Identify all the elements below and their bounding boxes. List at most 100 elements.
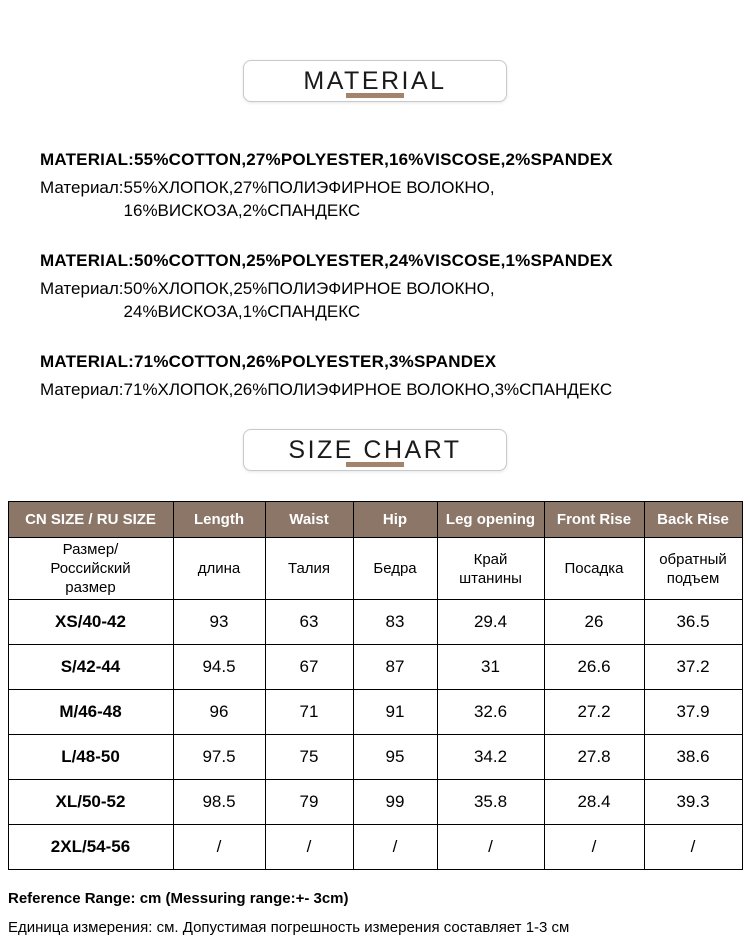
material-value-ru: 55%ХЛОПОК,27%ПОЛИЭФИРНОЕ ВОЛОКНО, 16%ВИС… (124, 176, 495, 222)
material-value-ru-line2: 24%ВИСКОЗА,1%СПАНДЕКС (123, 302, 361, 321)
header-text: Край штанины (459, 550, 522, 587)
header-text: Размер/Российский размер (50, 541, 131, 596)
header-cell-leg-opening: Leg opening (436, 501, 545, 538)
table-row-s: S/42-44 94.5 67 87 31 26.6 37.2 (7, 644, 743, 690)
reference-notes: Reference Range: cm (Messuring range:+- … (8, 890, 750, 936)
material-value-en: 55%COTTON,27%POLYESTER,16%VISCOSE,2%SPAN… (134, 150, 613, 169)
header-cell-size-ru: Размер/Российский размер (7, 537, 174, 600)
value-cell: 87 (352, 644, 438, 690)
value-cell: 98.5 (172, 779, 266, 825)
material-value-en: 50%COTTON,25%POLYESTER,24%VISCOSE,1%SPAN… (134, 251, 613, 270)
material-item-3: MATERIAL: 71%COTTON,26%POLYESTER,3%SPAND… (40, 350, 750, 401)
header-cell-waist-ru: Талия (264, 537, 354, 600)
header-row-en: CN SIZE / RU SIZE Length Waist Hip Leg o… (7, 501, 743, 538)
header-cell-hip: Hip (352, 501, 438, 538)
value-cell: 95 (352, 734, 438, 780)
size-chart-table: CN SIZE / RU SIZE Length Waist Hip Leg o… (7, 501, 743, 870)
value-cell: 96 (172, 689, 266, 735)
size-chart-title-box: SIZE CHART (243, 429, 507, 471)
table-row-m: M/46-48 96 71 91 32.6 27.2 37.9 (7, 689, 743, 735)
material-line-en: MATERIAL: 71%COTTON,26%POLYESTER,3%SPAND… (40, 350, 750, 373)
material-line-en: MATERIAL: 50%COTTON,25%POLYESTER,24%VISC… (40, 249, 750, 272)
material-value-en: 71%COTTON,26%POLYESTER,3%SPANDEX (134, 352, 497, 371)
material-label-ru: Материал: (40, 279, 124, 298)
size-cell: L/48-50 (7, 734, 174, 780)
material-value-ru-line2: 16%ВИСКОЗА,2%СПАНДЕКС (123, 201, 361, 220)
value-cell: 36.5 (643, 599, 743, 645)
size-chart-section: SIZE CHART CN SIZE / RU SIZE Length Wais… (0, 429, 750, 870)
value-cell: 27.2 (543, 689, 645, 735)
value-cell: 99 (352, 779, 438, 825)
header-cell-front-rise-ru: Посадка (543, 537, 645, 600)
value-cell: 39.3 (643, 779, 743, 825)
reference-note-en: Reference Range: cm (Messuring range:+- … (8, 890, 349, 907)
size-cell: XS/40-42 (7, 599, 174, 645)
material-section: MATERIAL MATERIAL: 55%COTTON,27%POLYESTE… (0, 60, 750, 401)
size-cell: M/46-48 (7, 689, 174, 735)
material-title-accent-bar (346, 93, 404, 98)
value-cell: 27.8 (543, 734, 645, 780)
value-cell: 34.2 (436, 734, 545, 780)
header-cell-waist: Waist (264, 501, 354, 538)
value-cell: 71 (264, 689, 354, 735)
value-cell: 26 (543, 599, 645, 645)
value-cell: 63 (264, 599, 354, 645)
header-cell-back-rise-ru: обратный подъем (643, 537, 743, 600)
size-cell: 2XL/54-56 (7, 824, 174, 870)
material-label-en: MATERIAL: (40, 150, 135, 169)
header-text: обратный подъем (659, 550, 727, 587)
value-cell: / (352, 824, 438, 870)
value-cell: 79 (264, 779, 354, 825)
value-cell: 31 (436, 644, 545, 690)
material-list: MATERIAL: 55%COTTON,27%POLYESTER,16%VISC… (40, 148, 750, 401)
material-value-ru: 50%ХЛОПОК,25%ПОЛИЭФИРНОЕ ВОЛОКНО, 24%ВИС… (124, 277, 495, 323)
material-title-box: MATERIAL (243, 60, 507, 102)
value-cell: 29.4 (436, 599, 545, 645)
size-chart-title-accent-bar (346, 462, 404, 467)
value-cell: / (643, 824, 743, 870)
table-row-xs: XS/40-42 93 63 83 29.4 26 36.5 (7, 599, 743, 645)
header-cell-back-rise: Back Rise (643, 501, 743, 538)
value-cell: 32.6 (436, 689, 545, 735)
material-label-ru: Материал: (40, 380, 124, 399)
material-value-ru: 71%ХЛОПОК,26%ПОЛИЭФИРНОЕ ВОЛОКНО,3%СПАНД… (123, 380, 613, 399)
material-label-en: MATERIAL: (40, 251, 135, 270)
header-cell-hip-ru: Бедра (352, 537, 438, 600)
header-cell-leg-opening-ru: Край штанины (436, 537, 545, 600)
value-cell: 75 (264, 734, 354, 780)
table-row-l: L/48-50 97.5 75 95 34.2 27.8 38.6 (7, 734, 743, 780)
size-cell: XL/50-52 (7, 779, 174, 825)
value-cell: 35.8 (436, 779, 545, 825)
material-line-ru: Материал: 55%ХЛОПОК,27%ПОЛИЭФИРНОЕ ВОЛОК… (40, 176, 750, 222)
value-cell: 26.6 (543, 644, 645, 690)
material-label-en: MATERIAL: (40, 352, 135, 371)
header-row-ru: Размер/Российский размер длина Талия Бед… (7, 537, 743, 600)
header-cell-front-rise: Front Rise (543, 501, 645, 538)
value-cell: 28.4 (543, 779, 645, 825)
table-row-xl: XL/50-52 98.5 79 99 35.8 28.4 39.3 (7, 779, 743, 825)
table-row-2xl: 2XL/54-56 / / / / / / (7, 824, 743, 870)
value-cell: / (264, 824, 354, 870)
header-cell-length: Length (172, 501, 266, 538)
material-label-ru: Материал: (40, 178, 124, 197)
value-cell: 38.6 (643, 734, 743, 780)
material-value-ru-line1: 55%ХЛОПОК,27%ПОЛИЭФИРНОЕ ВОЛОКНО, (123, 178, 495, 197)
material-value-ru-line1: 50%ХЛОПОК,25%ПОЛИЭФИРНОЕ ВОЛОКНО, (123, 279, 495, 298)
header-cell-size: CN SIZE / RU SIZE (7, 501, 174, 538)
value-cell: 97.5 (172, 734, 266, 780)
material-item-1: MATERIAL: 55%COTTON,27%POLYESTER,16%VISC… (40, 148, 750, 222)
value-cell: 83 (352, 599, 438, 645)
value-cell: / (172, 824, 266, 870)
size-cell: S/42-44 (7, 644, 174, 690)
header-cell-length-ru: длина (172, 537, 266, 600)
material-line-ru: Материал: 50%ХЛОПОК,25%ПОЛИЭФИРНОЕ ВОЛОК… (40, 277, 750, 323)
material-line-en: MATERIAL: 55%COTTON,27%POLYESTER,16%VISC… (40, 148, 750, 171)
value-cell: 91 (352, 689, 438, 735)
material-title: MATERIAL (303, 66, 447, 95)
value-cell: 93 (172, 599, 266, 645)
reference-note-ru: Единица измерения: см. Допустимая погреш… (8, 919, 570, 936)
value-cell: 94.5 (172, 644, 266, 690)
material-item-2: MATERIAL: 50%COTTON,25%POLYESTER,24%VISC… (40, 249, 750, 323)
value-cell: 37.9 (643, 689, 743, 735)
